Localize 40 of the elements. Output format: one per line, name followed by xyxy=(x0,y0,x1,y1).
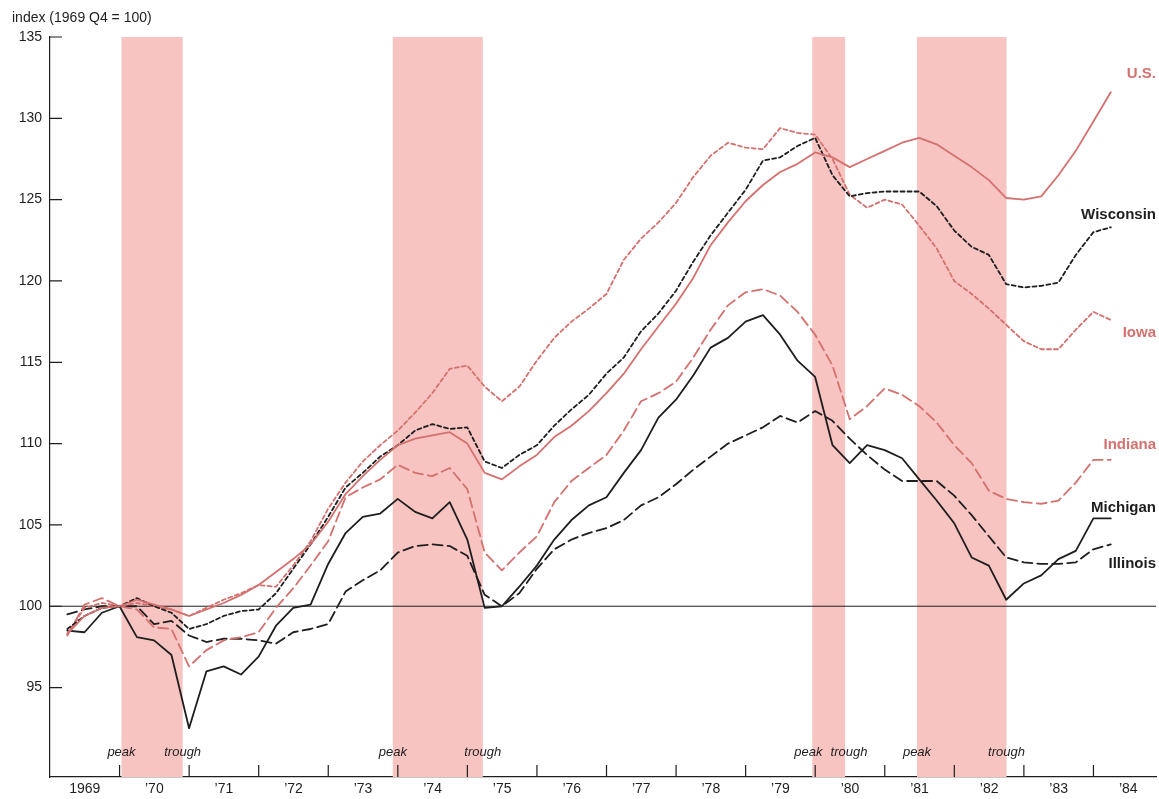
annotation: peak xyxy=(901,744,933,760)
series-label: Indiana xyxy=(1103,435,1157,452)
x-tick-label: ’79 xyxy=(771,780,790,797)
x-tick-label: ’73 xyxy=(353,780,373,797)
annotation: peak xyxy=(377,744,409,760)
x-tick-label: ’81 xyxy=(910,780,930,797)
annotation: trough xyxy=(830,744,868,760)
x-tick-label: 1969 xyxy=(69,780,101,797)
x-tick-label: ’75 xyxy=(492,780,512,797)
annotation: trough xyxy=(164,744,202,760)
y-tick-label: 135 xyxy=(18,27,43,44)
x-tick-label: ’83 xyxy=(1049,780,1069,797)
x-tick-label: ’70 xyxy=(145,780,164,797)
series-label: Iowa xyxy=(1122,323,1157,341)
y-tick-label: 130 xyxy=(18,109,43,126)
series-label: Illinois xyxy=(1108,553,1156,571)
series-label: U.S. xyxy=(1126,64,1156,82)
x-tick-label: ’84 xyxy=(1118,780,1138,797)
y-tick-label: 100 xyxy=(18,597,43,614)
annotation: peak xyxy=(793,744,825,760)
annotation: peak xyxy=(106,744,138,760)
x-tick-label: ’71 xyxy=(214,780,234,797)
x-tick-label: ’80 xyxy=(840,780,860,797)
series-label: Wisconsin xyxy=(1081,205,1156,223)
x-tick-label: ’72 xyxy=(284,780,304,797)
x-tick-label: ’76 xyxy=(562,780,582,797)
y-axis-title: index (1969 Q4 = 100) xyxy=(12,9,152,25)
y-tick-label: 115 xyxy=(19,353,43,370)
x-tick-label: ’82 xyxy=(979,780,999,797)
annotation: trough xyxy=(464,744,502,760)
series-label: Michigan xyxy=(1090,497,1156,515)
y-tick-label: 105 xyxy=(18,515,43,532)
x-tick-label: ’78 xyxy=(701,780,721,797)
x-tick-label: ’74 xyxy=(423,780,443,797)
annotation: trough xyxy=(988,744,1025,760)
y-tick-label: 125 xyxy=(18,190,43,207)
y-tick-label: 110 xyxy=(19,434,43,451)
x-tick-label: ’77 xyxy=(631,780,651,797)
y-tick-label: 95 xyxy=(26,678,43,695)
y-tick-label: 120 xyxy=(18,271,43,288)
